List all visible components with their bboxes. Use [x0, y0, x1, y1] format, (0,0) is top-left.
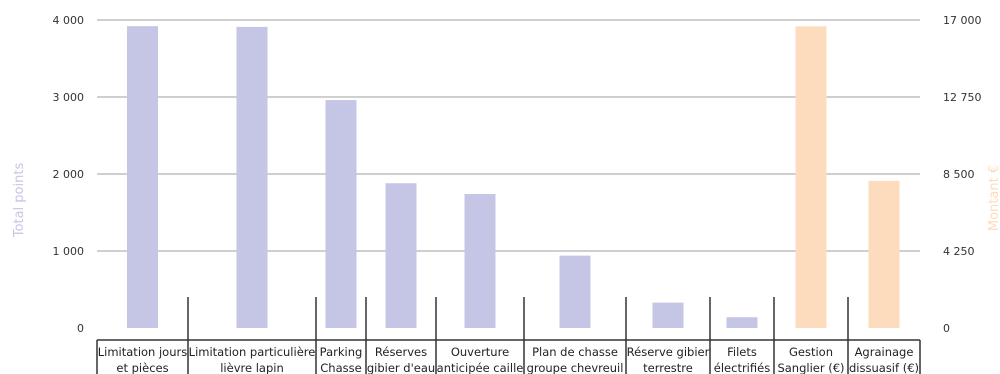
category-label: Chasse: [320, 361, 361, 374]
bar: [325, 100, 357, 328]
bar: [127, 26, 158, 328]
bars: [127, 26, 900, 329]
category-label: terrestre: [643, 361, 693, 374]
category-label: dissuasif (€): [849, 361, 919, 374]
category-label: lièvre lapin: [220, 361, 284, 374]
y-right-tick-label: 12 750: [943, 91, 982, 104]
y-left-tick-label: 2 000: [53, 168, 85, 181]
category-label: Filets: [727, 345, 757, 359]
bar: [464, 194, 496, 328]
category-label: électrifiés: [714, 361, 770, 374]
bar: [868, 180, 900, 328]
category-label: Parking: [320, 345, 363, 359]
category-label: Ouverture: [451, 345, 509, 359]
bar: [559, 255, 591, 328]
category-label: Réserves: [375, 345, 427, 359]
y-right-axis-title: Montant €: [987, 165, 1000, 231]
category-label: anticipée caille: [437, 361, 524, 374]
category-label: et pièces: [116, 361, 168, 374]
y-left-tick-label: 4 000: [53, 14, 85, 27]
y-right-tick-label: 17 000: [943, 14, 982, 27]
bar: [795, 26, 827, 328]
category-label: groupe chevreuil: [527, 361, 624, 374]
y-right-tick-label: 8 500: [943, 168, 975, 181]
category-label: Limitation particulière: [189, 345, 316, 359]
y-right-tick-label: 4 250: [943, 245, 975, 258]
category-label: Gestion: [789, 345, 833, 359]
y-left-axis-title: Total points: [12, 163, 27, 239]
category-label: Plan de chasse: [532, 345, 618, 359]
y-right-tick-label: 0: [943, 322, 950, 335]
y-left-tick-label: 1 000: [53, 245, 85, 258]
bar: [652, 302, 684, 328]
category-label: Réserve gibier: [627, 345, 710, 359]
bar: [385, 183, 417, 328]
category-labels: Limitation jours et pièces Limitation part…: [98, 345, 919, 374]
category-label: Sanglier (€): [777, 361, 844, 374]
y-left-tick-label: 3 000: [53, 91, 85, 104]
category-label: gibier d'eau: [367, 361, 435, 374]
gridlines: [97, 19, 920, 252]
x-axis: [96, 297, 921, 374]
category-label: Agrainage: [855, 345, 914, 359]
bar: [726, 317, 758, 328]
bar: [236, 26, 268, 329]
y-left-tick-label: 0: [77, 322, 84, 335]
tick-labels: 0 0 1 000 4 250 2 000 8 500 3 000 12 750 4 000 17…: [53, 14, 982, 335]
category-label: Limitation jours: [98, 345, 187, 359]
